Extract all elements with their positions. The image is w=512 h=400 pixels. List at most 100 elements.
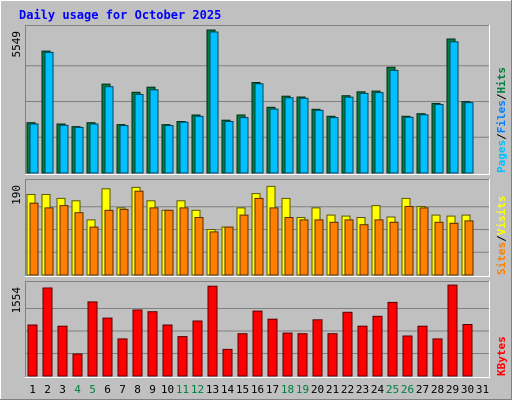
x-tick-label: 10 [161,383,174,396]
x-tick-label: 11 [176,383,189,396]
bar-kbytes-day-17 [267,318,278,377]
bar-sites-day-1 [29,202,39,276]
bar-pages-day-2 [44,51,54,174]
y-max-label: 1554 [10,287,23,314]
bar-pages-day-9 [149,89,159,174]
x-tick-label: 8 [134,383,141,396]
bar-pages-day-12 [194,115,204,174]
bar-pages-day-20 [314,109,324,174]
bar-kbytes-day-5 [87,301,98,377]
panel-visits-sites: 190 Sites/Visits [10,179,508,277]
bar-sites-day-28 [434,221,444,276]
x-tick-label: 19 [296,383,309,396]
legend-item-hits: Hits [495,67,508,94]
x-tick-label: 28 [431,383,444,396]
panel-kbytes: 1554 KBytes [10,281,508,378]
x-tick-label: 6 [104,383,111,396]
legend-item-pages: Pages [495,140,508,173]
bar-pages-day-26 [404,116,414,174]
bar-sites-day-15 [239,214,249,276]
bar-sites-day-4 [74,212,84,276]
bar-pages-day-5 [89,123,99,174]
bar-pages-day-4 [74,126,84,174]
bar-pages-day-19 [299,97,309,174]
x-tick-label: 25 [386,383,399,396]
x-tick-label: 17 [266,383,279,396]
bar-sites-day-20 [314,219,324,276]
x-tick-label: 12 [191,383,204,396]
x-axis-day-labels: 1 2 3 4 5 6 7 8 9 10 11 12 13 14 15 16 17 18 19 20 21 22 23 24 2… [29,383,489,396]
x-tick-label: 21 [326,383,339,396]
x-tick-label: 30 [461,383,474,396]
legend-item-visits: Visits [495,196,508,236]
bar-pages-day-15 [239,117,249,174]
bar-sites-day-8 [134,190,144,276]
x-tick-label: 31 [476,383,489,396]
bar-kbytes-day-4 [72,353,83,377]
bar-kbytes-day-26 [402,335,413,377]
bar-sites-day-10 [164,209,174,276]
bar-sites-day-17 [269,207,279,276]
bar-pages-day-1 [29,123,39,174]
bar-kbytes-day-25 [387,301,398,377]
bar-pages-day-29 [449,41,459,174]
bar-kbytes-day-23 [357,325,368,377]
x-tick-label: 26 [401,383,414,396]
bar-kbytes-day-3 [57,325,68,377]
bar-sites-day-21 [329,221,339,276]
bar-pages-day-28 [434,104,444,174]
x-tick-label: 16 [251,383,264,396]
legend-separator: / [495,235,508,242]
bar-pages-day-17 [269,108,279,174]
bar-sites-day-2 [44,207,54,276]
x-tick-label: 9 [149,383,156,396]
x-tick-label: 15 [236,383,249,396]
y-max-label: 190 [10,185,23,205]
bar-kbytes-day-16 [252,310,263,377]
bar-pages-day-27 [419,114,429,174]
x-tick-label: 14 [221,383,235,396]
bar-sites-day-12 [194,217,204,276]
bar-sites-day-26 [404,206,414,276]
x-tick-label: 13 [206,383,219,396]
bar-sites-day-18 [284,217,294,276]
legend: Pages/Files/Hits [495,67,508,173]
x-tick-label: 20 [311,383,324,396]
bar-kbytes-day-12 [192,320,203,377]
x-tick-label: 24 [371,383,385,396]
bar-kbytes-day-28 [432,338,443,377]
bar-pages-day-22 [344,96,354,174]
bar-kbytes-day-29 [447,284,458,377]
bar-pages-day-23 [359,92,369,174]
bar-sites-day-14 [224,226,234,276]
bar-sites-day-27 [419,207,429,276]
bar-pages-day-13 [209,31,219,174]
bar-sites-day-6 [104,209,114,276]
bar-kbytes-day-1 [27,324,38,377]
bar-kbytes-day-24 [372,315,383,377]
x-tick-label: 1 [29,383,36,396]
bar-kbytes-day-30 [462,324,473,377]
bar-sites-day-25 [389,221,399,276]
bar-pages-day-21 [329,117,339,174]
x-tick-label: 4 [74,383,81,396]
bar-sites-day-24 [374,219,384,276]
bar-kbytes-day-14 [222,348,233,377]
bar-sites-day-9 [149,207,159,276]
bar-kbytes-day-22 [342,311,353,377]
x-tick-label: 18 [281,383,294,396]
legend: Sites/Visits [495,196,508,276]
bar-sites-day-19 [299,219,309,276]
bar-kbytes-day-9 [147,311,158,377]
bar-sites-day-13 [209,231,219,276]
bar-pages-day-3 [59,124,69,174]
x-tick-label: 27 [416,383,429,396]
bar-kbytes-day-19 [297,333,308,377]
legend-item-kbytes: KBytes [495,336,508,376]
bar-kbytes-day-15 [237,333,248,377]
bar-kbytes-day-7 [117,338,128,377]
chart-title: Daily usage for October 2025 [19,8,221,22]
